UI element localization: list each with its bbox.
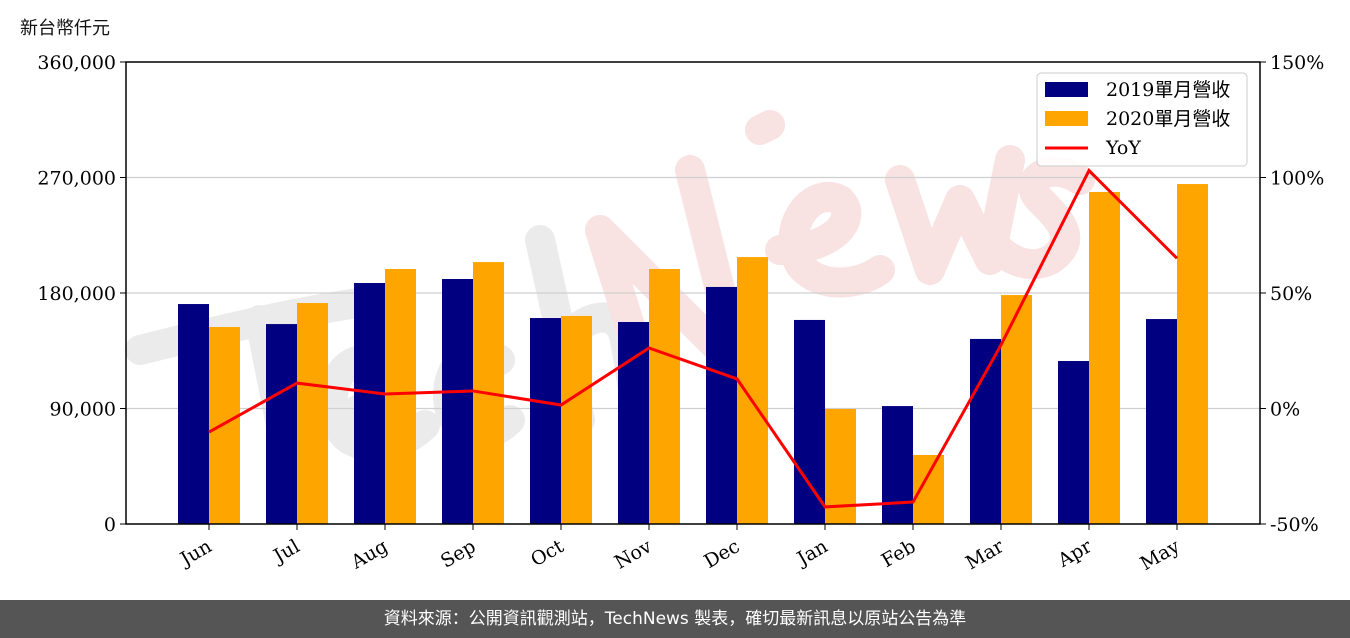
legend-label: YoY xyxy=(1105,137,1141,159)
y2-tick-label: 150% xyxy=(1270,52,1324,74)
legend-swatch xyxy=(1045,82,1088,97)
y-tick-label: 90,000 xyxy=(50,399,116,421)
bar-2020 xyxy=(561,315,592,524)
y2-tick-label: 0% xyxy=(1270,399,1300,421)
yoy-line xyxy=(208,168,1179,509)
x-tick-label: Oct xyxy=(527,535,568,571)
y-axis-unit-label: 新台幣仟元 xyxy=(20,18,110,39)
legend-swatch xyxy=(1045,111,1088,126)
bar-2019 xyxy=(178,304,209,524)
bar-2019 xyxy=(354,282,385,524)
x-tick-label: Aug xyxy=(347,535,392,574)
bar-2020 xyxy=(913,454,944,524)
bar-2020 xyxy=(385,269,416,524)
watermark-stroke xyxy=(745,110,785,145)
y2-tick-label: 50% xyxy=(1270,283,1312,305)
revenue-chart: 0 90,000 180,000 270,000 360,000 -50% 0% 50% 100… xyxy=(37,52,1324,575)
y-tick-label: 180,000 xyxy=(37,283,116,305)
x-tick-label: Mar xyxy=(962,535,1008,574)
bar-2020 xyxy=(737,257,768,524)
bar-2019 xyxy=(706,286,737,524)
x-tick-label: Sep xyxy=(437,535,480,572)
bar-2020 xyxy=(649,269,680,524)
x-tick-label: Feb xyxy=(878,535,920,572)
y-tick-label: 0 xyxy=(104,514,116,536)
y-tick-label: 270,000 xyxy=(37,168,116,190)
bar-2019 xyxy=(442,279,473,524)
legend-label: 2020單月營收 xyxy=(1106,108,1230,130)
bar-2020 xyxy=(1177,184,1208,525)
bar-2020 xyxy=(1089,192,1120,525)
bar-2019 xyxy=(530,318,561,524)
bar-2019 xyxy=(970,338,1001,524)
watermark-stroke xyxy=(765,182,895,298)
bar-2019 xyxy=(1058,361,1089,524)
x-tick-label: Nov xyxy=(611,535,656,574)
source-footer: 資料來源：公開資訊觀測站，TechNews 製表，確切最新訊息以原站公告為準 xyxy=(0,600,1350,638)
y2-tick-label: 100% xyxy=(1270,168,1324,190)
legend-label: 2019單月營收 xyxy=(1106,79,1230,101)
x-tick-label: Jun xyxy=(175,535,216,571)
legend: 2019單月營收 2020單月營收 YoY xyxy=(1036,72,1248,167)
y-tick-label: 360,000 xyxy=(37,52,116,74)
x-tick-label: Jan xyxy=(792,535,832,571)
x-tick-label: Jul xyxy=(268,535,303,568)
watermark-stroke xyxy=(885,145,1025,285)
watermark-stroke xyxy=(985,156,1095,280)
y2-tick-label: -50% xyxy=(1270,514,1319,536)
bar-2019 xyxy=(794,319,825,524)
bar-2020 xyxy=(209,327,240,524)
bar-2019 xyxy=(266,324,297,524)
bar-2020 xyxy=(297,303,328,524)
legend-box xyxy=(1036,72,1248,167)
bar-2020 xyxy=(1001,295,1032,524)
x-tick-label: May xyxy=(1137,535,1184,575)
bar-2019 xyxy=(882,406,913,524)
bar-2019 xyxy=(618,322,649,524)
x-tick-label: Dec xyxy=(700,535,743,573)
x-tick-label: Apr xyxy=(1053,535,1096,572)
bar-2019 xyxy=(1146,319,1177,524)
plot-frame xyxy=(125,61,1261,525)
